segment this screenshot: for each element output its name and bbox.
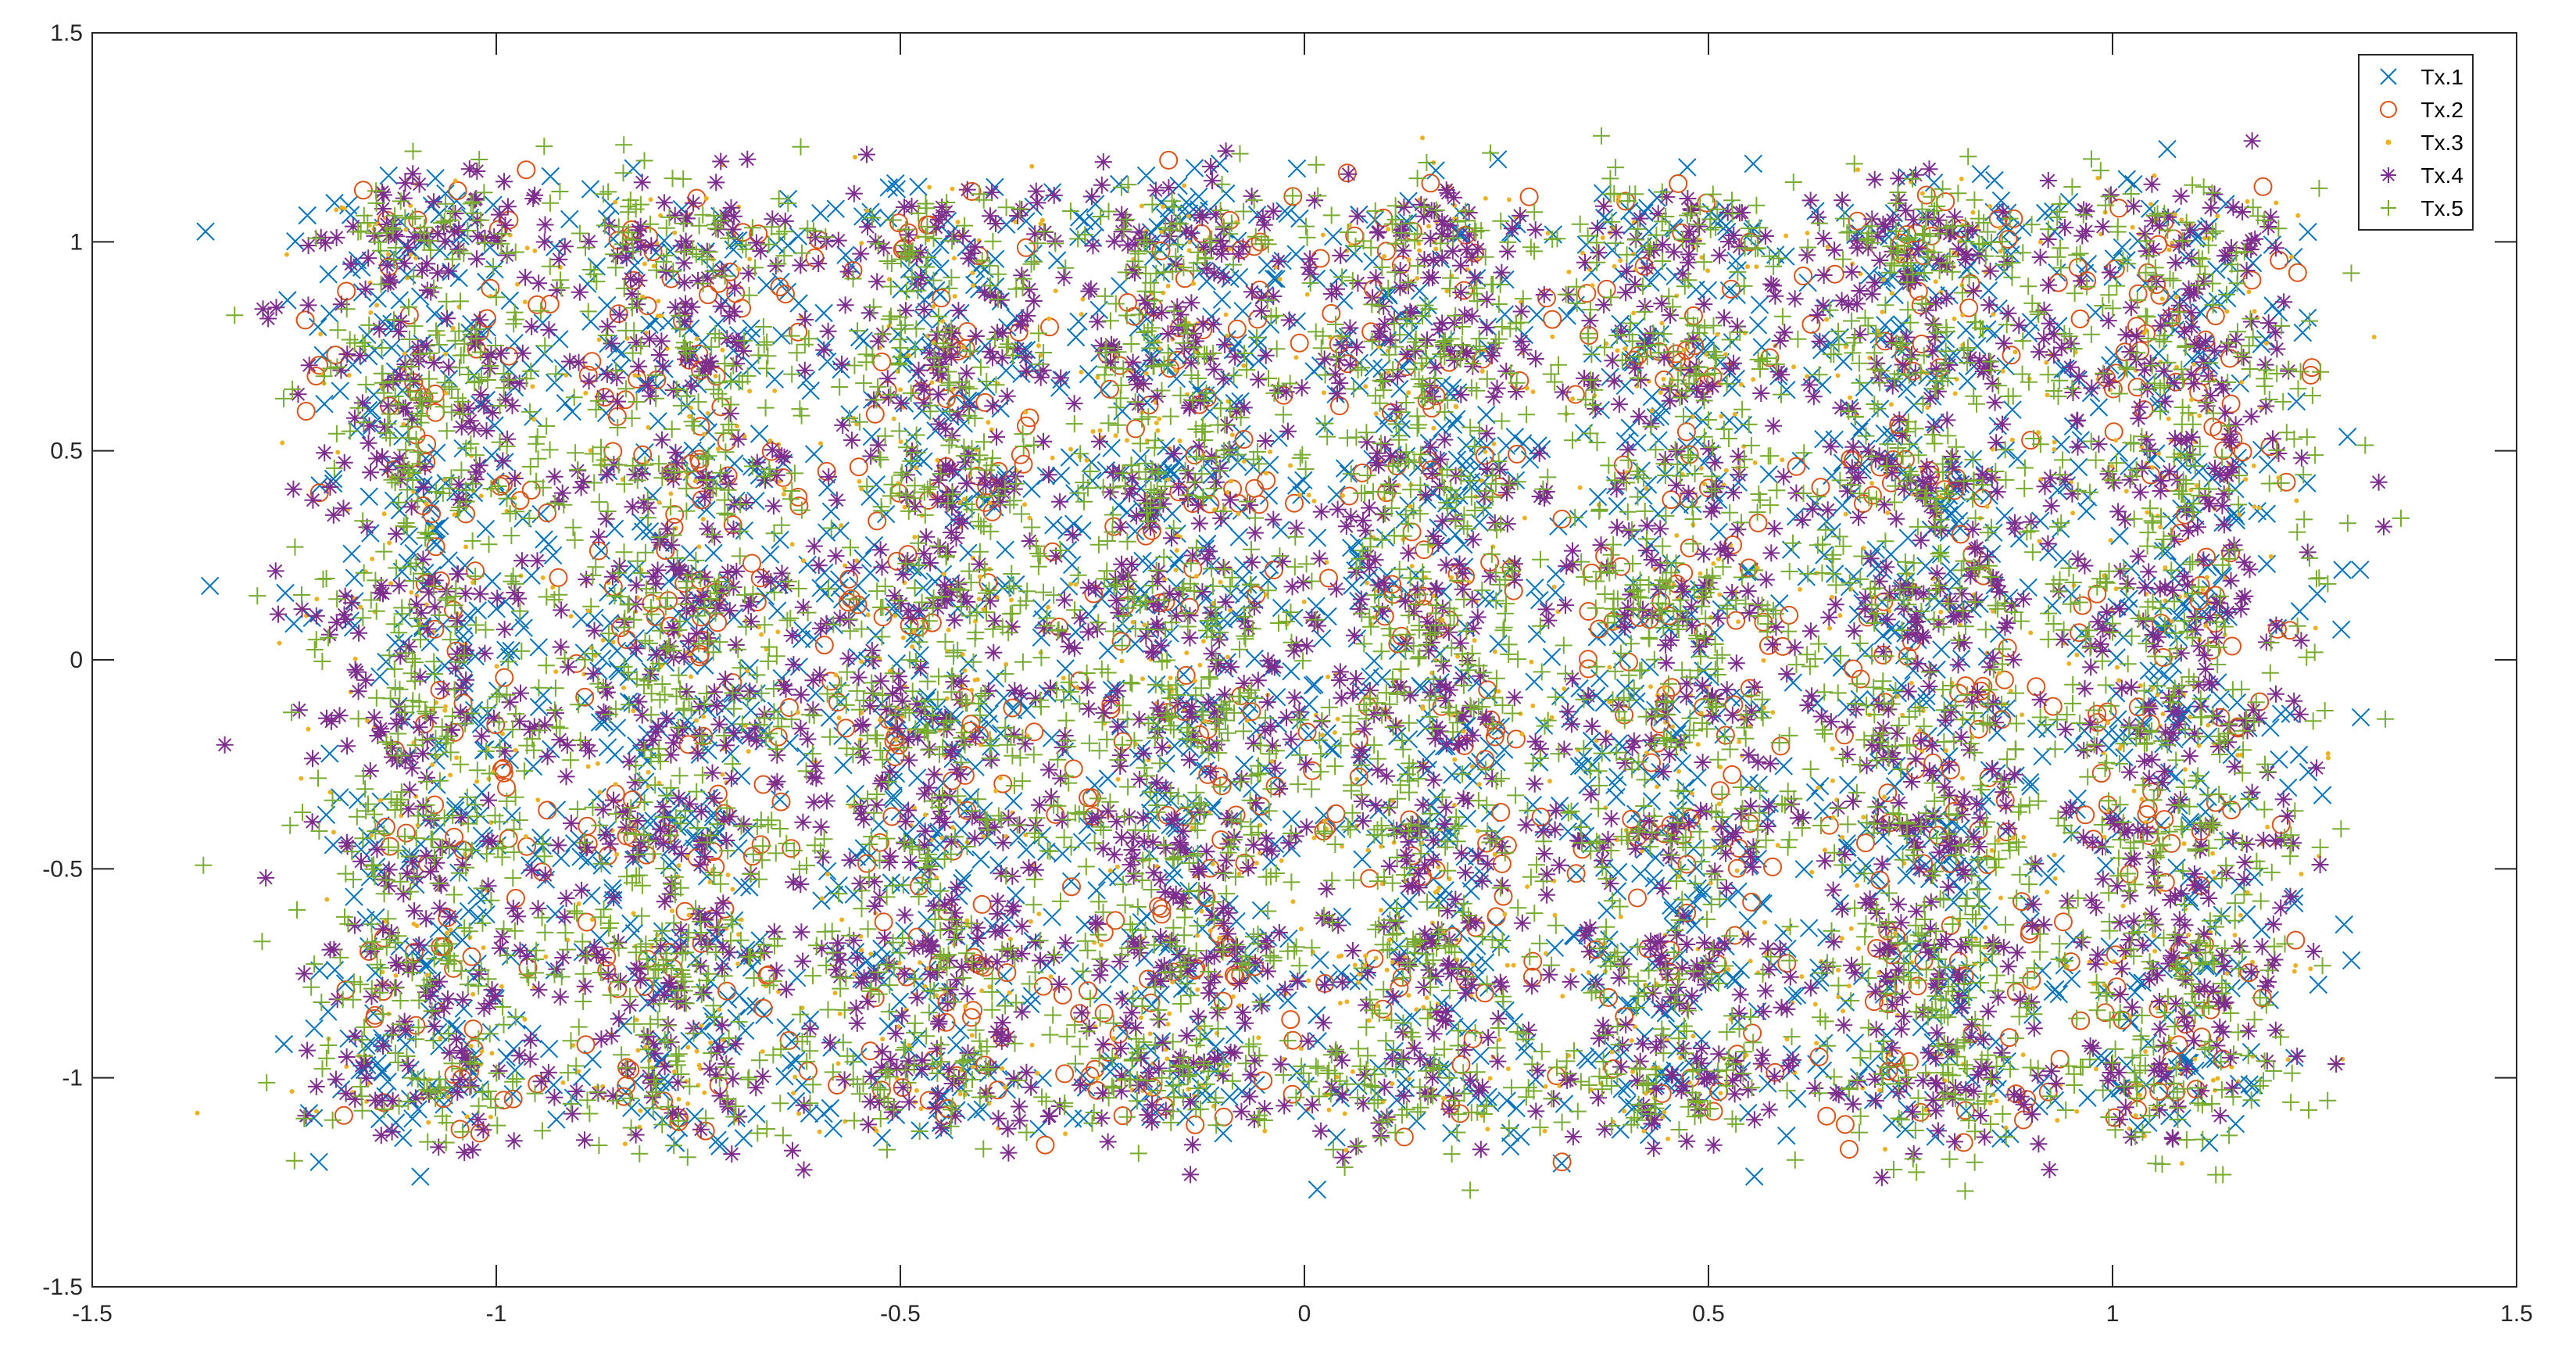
legend-item: Tx.1 xyxy=(2380,65,2463,89)
y-tick-label: -1 xyxy=(62,1066,83,1091)
y-tick-label: 1 xyxy=(70,229,83,255)
y-tick-label: 0.5 xyxy=(50,439,83,464)
y-tick-label: -0.5 xyxy=(42,856,83,882)
legend: Tx.1 Tx.2 Tx.3 Tx.4 Tx.5 xyxy=(2358,54,2474,231)
legend-marker xyxy=(2380,101,2397,118)
legend-item: Tx.2 xyxy=(2380,98,2463,122)
x-tick-label: 1.5 xyxy=(2500,1301,2533,1327)
legend-label: Tx.1 xyxy=(2421,65,2463,89)
x-tick-label: 0.5 xyxy=(1692,1301,1725,1327)
series-tx-5 xyxy=(195,127,2410,1200)
x-tick-label: -1.5 xyxy=(72,1301,113,1327)
legend-label: Tx.5 xyxy=(2421,196,2463,220)
legend-marker xyxy=(2385,139,2392,145)
axes-layer: -1.5 -1 -0.5 0 0.5 1 1.5 -1.5 -1 -0.5 0 0.5 1 1.5 xyxy=(42,20,2533,1327)
legend-marker xyxy=(2381,200,2396,216)
legend-marker xyxy=(2380,68,2397,85)
points-layer xyxy=(195,127,2410,1200)
y-tick-label: 0 xyxy=(70,647,83,673)
y-tick-label: -1.5 xyxy=(42,1274,83,1300)
legend-marker xyxy=(2381,167,2396,183)
series-tx-4 xyxy=(216,132,2392,1187)
legend-item: Tx.3 xyxy=(2385,131,2463,155)
x-tick-label: 0 xyxy=(1298,1301,1311,1327)
y-tick-label: 1.5 xyxy=(50,20,83,46)
series-markers xyxy=(195,127,2410,1200)
x-tick-label: -1 xyxy=(486,1301,507,1327)
legend-label: Tx.2 xyxy=(2421,98,2463,122)
x-tick-label: -0.5 xyxy=(880,1301,921,1327)
x-tick-label: 1 xyxy=(2106,1301,2120,1327)
legend-item: Tx.5 xyxy=(2381,196,2463,220)
series-markers xyxy=(216,132,2392,1187)
legend-label: Tx.4 xyxy=(2421,163,2463,188)
legend-box xyxy=(2358,54,2474,231)
legend-item: Tx.4 xyxy=(2381,163,2463,188)
legend-label: Tx.3 xyxy=(2421,131,2463,155)
